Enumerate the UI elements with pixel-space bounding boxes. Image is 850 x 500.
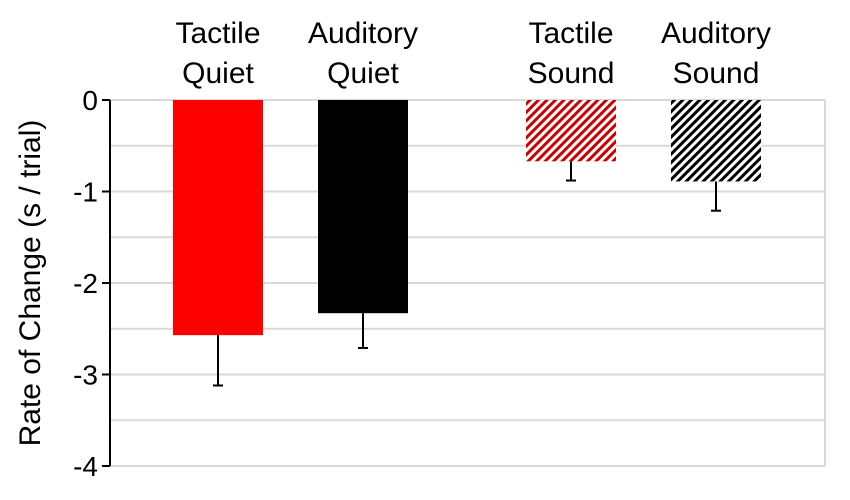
bar — [318, 100, 408, 314]
category-label: Auditory — [308, 17, 418, 50]
category-label: Tactile — [528, 17, 613, 50]
y-axis-title: Rate of Change (s / trial) — [14, 120, 47, 447]
bar — [526, 100, 616, 162]
y-tick-label: 0 — [82, 85, 98, 116]
category-label: Tactile — [175, 17, 260, 50]
bar — [671, 100, 761, 182]
bar — [173, 100, 263, 336]
category-label: Auditory — [661, 17, 771, 50]
y-tick-label: -1 — [73, 177, 98, 208]
bars — [173, 100, 761, 336]
category-label: Sound — [528, 57, 615, 90]
y-tick-label: -2 — [73, 268, 98, 299]
category-label: Quiet — [327, 57, 399, 90]
category-label: Quiet — [182, 57, 254, 90]
category-label: Sound — [673, 57, 760, 90]
category-labels: Tactile Quiet Auditory Quiet Tactile Sound Aud… — [175, 17, 771, 90]
y-ticks: 0 -1 -2 -3 -4 — [73, 85, 110, 482]
y-tick-label: -4 — [73, 451, 98, 482]
error-bars — [213, 161, 721, 387]
y-tick-label: -3 — [73, 360, 98, 391]
